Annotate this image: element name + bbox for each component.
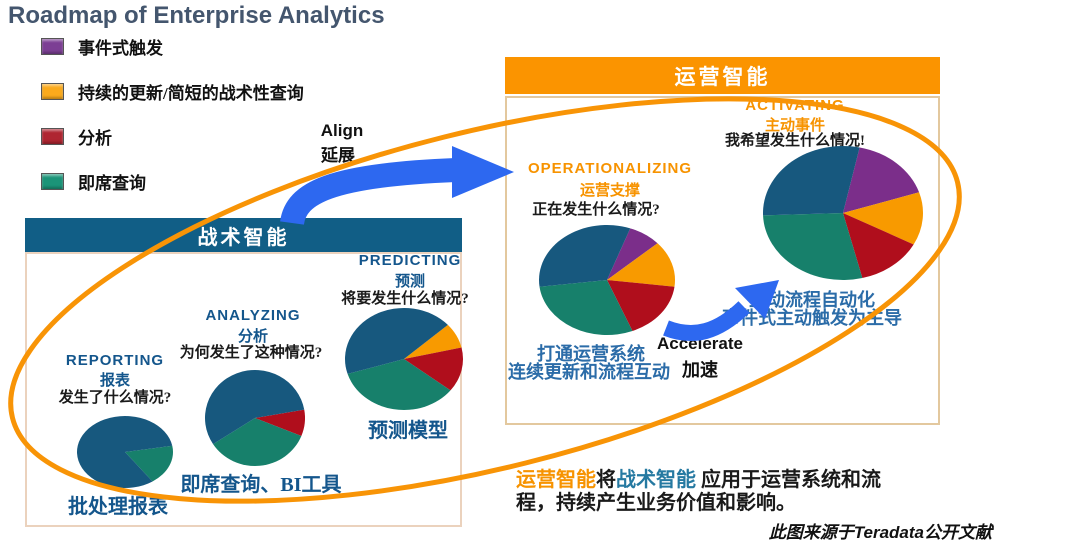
stage-question-predicting: 将要发生什么情况? (341, 291, 469, 307)
summary-text-part: 将 (596, 469, 616, 491)
caption-activating-2: 事件式主动触发为主导 (722, 308, 902, 328)
legend-label: 事件式触发 (78, 39, 163, 58)
activating-pie-chart (763, 145, 923, 280)
tactical-panel-header: 战术智能 (25, 218, 462, 252)
stage-label-reporting: REPORTING (65, 352, 165, 369)
align-arrow-label: Align (320, 121, 364, 140)
legend-label: 即席查询 (78, 174, 146, 193)
summary-text-part: 程，持续产生业务价值和影响。 (516, 492, 796, 514)
legend-item: 事件式触发 (41, 34, 304, 59)
stage-label-operationalizing: OPERATIONALIZING (527, 160, 693, 177)
stage-label-activating: ACTIVATING (745, 97, 845, 114)
summary-text-part: 运营智能 (516, 469, 596, 491)
analyzing-pie-chart (204, 369, 306, 466)
stage-label-analyzing: ANALYZING (205, 307, 301, 324)
align-arrow-label-zh: 延展 (321, 146, 355, 165)
predicting-pie-chart (344, 307, 464, 410)
operational-panel-header: 运营智能 (505, 57, 940, 94)
source-credit: 此图来源于Teradata公开文献 (768, 523, 992, 542)
legend-swatch-event-trigger-icon (41, 38, 64, 55)
caption-analyzing: 即席查询、BI工具 (180, 474, 342, 496)
stage-question-operationalizing: 正在发生什么情况? (532, 202, 660, 218)
page-title: Roadmap of Enterprise Analytics (8, 2, 385, 29)
legend-swatch-adhoc-query-icon (41, 173, 64, 190)
legend-swatch-analysis-icon (41, 128, 64, 145)
operationalizing-pie-chart (539, 225, 675, 336)
legend-label: 分析 (78, 129, 112, 148)
caption-reporting: 批处理报表 (68, 496, 168, 518)
stage-question-reporting: 发生了什么情况? (58, 390, 172, 406)
legend-item: 持续的更新/简短的战术性查询 (41, 79, 304, 104)
legend-item: 即席查询 (41, 169, 304, 194)
summary-line-1: 运营智能将战术智能 应用于运营系统和流 (516, 469, 976, 492)
stage-label-operationalizing-zh: 运营支撑 (579, 183, 641, 199)
stage-label-predicting: PREDICTING (358, 252, 462, 269)
reporting-pie-chart (76, 416, 173, 489)
summary-text: 运营智能将战术智能 应用于运营系统和流 程，持续产生业务价值和影响。 (516, 469, 976, 515)
legend-label: 持续的更新/简短的战术性查询 (78, 84, 304, 103)
summary-text-part: 应用于运营系统和流 (696, 469, 881, 491)
caption-operationalizing-2: 连续更新和流程互动 (508, 362, 670, 382)
legend-swatch-continuous-update-icon (41, 83, 64, 100)
caption-predicting: 预测模型 (368, 420, 448, 442)
accelerate-arrow-label: Accelerate (656, 334, 744, 353)
stage-question-analyzing: 为何发生了这种情况? (179, 345, 323, 361)
legend-item: 分析 (41, 124, 304, 149)
accelerate-arrow-label-zh: 加速 (682, 360, 718, 380)
summary-line-2: 程，持续产生业务价值和影响。 (516, 492, 976, 515)
summary-text-part: 战术智能 (616, 469, 696, 491)
